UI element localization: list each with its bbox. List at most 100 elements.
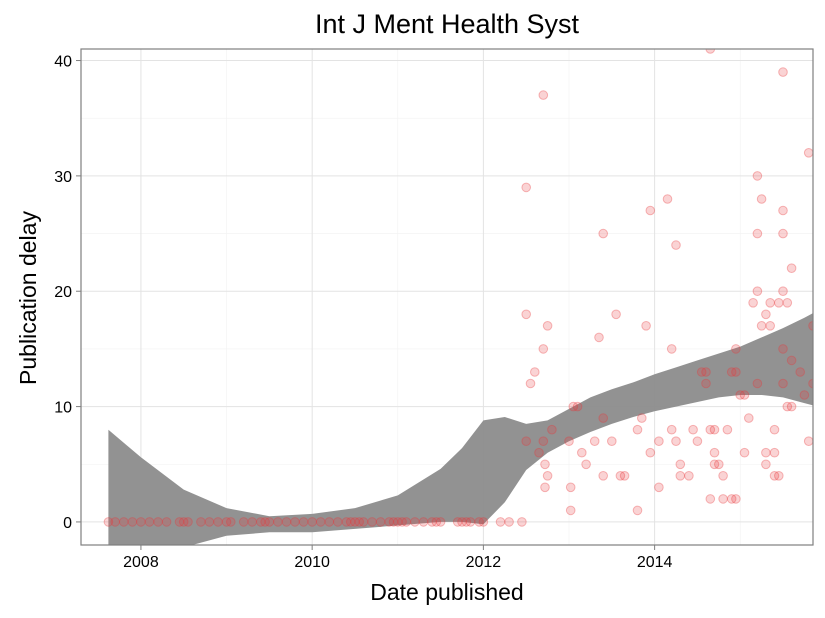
data-point xyxy=(701,367,711,377)
data-point xyxy=(581,459,591,470)
data-point xyxy=(808,321,813,331)
data-point xyxy=(307,517,318,527)
data-point xyxy=(718,471,728,481)
data-point xyxy=(654,482,664,493)
data-point xyxy=(675,471,686,481)
data-point xyxy=(478,517,489,527)
data-point xyxy=(521,309,532,320)
data-point xyxy=(722,424,733,435)
data-point xyxy=(675,459,686,470)
data-point xyxy=(709,459,720,470)
data-point xyxy=(726,494,737,504)
data-point xyxy=(435,517,446,527)
data-point xyxy=(452,517,463,527)
data-points xyxy=(103,49,813,527)
data-point xyxy=(393,517,403,527)
data-point xyxy=(607,436,617,447)
data-point xyxy=(565,482,576,493)
data-point xyxy=(714,459,724,470)
x-axis-title: Date published xyxy=(370,579,523,605)
data-point xyxy=(769,424,780,435)
data-point xyxy=(564,436,574,447)
data-point xyxy=(808,378,813,389)
data-point xyxy=(465,517,476,527)
data-point xyxy=(324,517,335,527)
data-point xyxy=(598,413,609,423)
data-point xyxy=(594,332,604,343)
data-point xyxy=(119,517,129,527)
data-point xyxy=(688,424,698,435)
data-point xyxy=(778,378,788,389)
data-point xyxy=(572,401,583,412)
data-point xyxy=(778,228,788,239)
data-point xyxy=(739,390,750,400)
data-point xyxy=(654,436,664,447)
data-point xyxy=(735,390,746,400)
data-point xyxy=(748,298,758,308)
data-point xyxy=(765,298,776,308)
data-point xyxy=(388,517,399,527)
data-point xyxy=(671,240,681,250)
data-point xyxy=(615,471,626,481)
data-point xyxy=(778,286,788,297)
data-point xyxy=(803,148,813,158)
data-point xyxy=(692,436,703,447)
data-point xyxy=(457,517,467,527)
data-point xyxy=(774,298,784,308)
data-point xyxy=(538,344,549,354)
data-point xyxy=(525,378,536,389)
data-point xyxy=(761,309,771,320)
data-point xyxy=(598,471,609,481)
data-point xyxy=(401,517,412,527)
data-point xyxy=(803,436,813,446)
data-point xyxy=(662,194,673,204)
data-point xyxy=(718,494,728,504)
data-point xyxy=(247,517,257,527)
data-point xyxy=(756,194,767,204)
data-point xyxy=(795,367,806,377)
data-point xyxy=(782,401,793,412)
data-point xyxy=(684,471,694,481)
data-point xyxy=(538,90,549,100)
data-point xyxy=(786,401,797,412)
data-point xyxy=(752,228,763,239)
data-point xyxy=(619,471,630,481)
data-point xyxy=(521,436,532,447)
data-point xyxy=(127,517,138,527)
data-point xyxy=(778,205,788,216)
y-tick-label: 30 xyxy=(54,169,72,186)
data-point xyxy=(474,517,484,527)
data-point xyxy=(290,517,300,527)
data-point xyxy=(645,205,656,216)
data-point xyxy=(367,517,377,527)
data-point xyxy=(709,424,720,435)
data-point xyxy=(315,517,326,527)
data-point xyxy=(540,459,550,470)
data-point xyxy=(174,517,185,527)
data-point xyxy=(641,321,651,331)
data-point xyxy=(534,447,544,458)
data-point xyxy=(495,517,506,527)
data-point xyxy=(333,517,343,527)
data-point xyxy=(696,367,707,377)
data-point xyxy=(744,413,754,423)
data-point xyxy=(786,355,797,366)
data-point xyxy=(504,517,514,527)
data-point xyxy=(153,517,163,527)
y-tick-label: 0 xyxy=(63,515,72,532)
data-point xyxy=(410,517,420,527)
data-point xyxy=(761,447,771,458)
data-point xyxy=(705,494,716,504)
data-point xyxy=(565,505,576,516)
data-point xyxy=(761,459,771,470)
data-point xyxy=(589,436,600,447)
data-point xyxy=(752,171,763,181)
data-point xyxy=(530,367,540,377)
data-point xyxy=(260,517,270,527)
data-point xyxy=(756,321,767,331)
data-point xyxy=(637,413,647,423)
data-point xyxy=(238,517,249,527)
plot-panel: 2008 2010 2012 2014 0 10 20 30 40 xyxy=(54,48,814,571)
data-point xyxy=(350,517,360,527)
data-point xyxy=(769,447,780,458)
